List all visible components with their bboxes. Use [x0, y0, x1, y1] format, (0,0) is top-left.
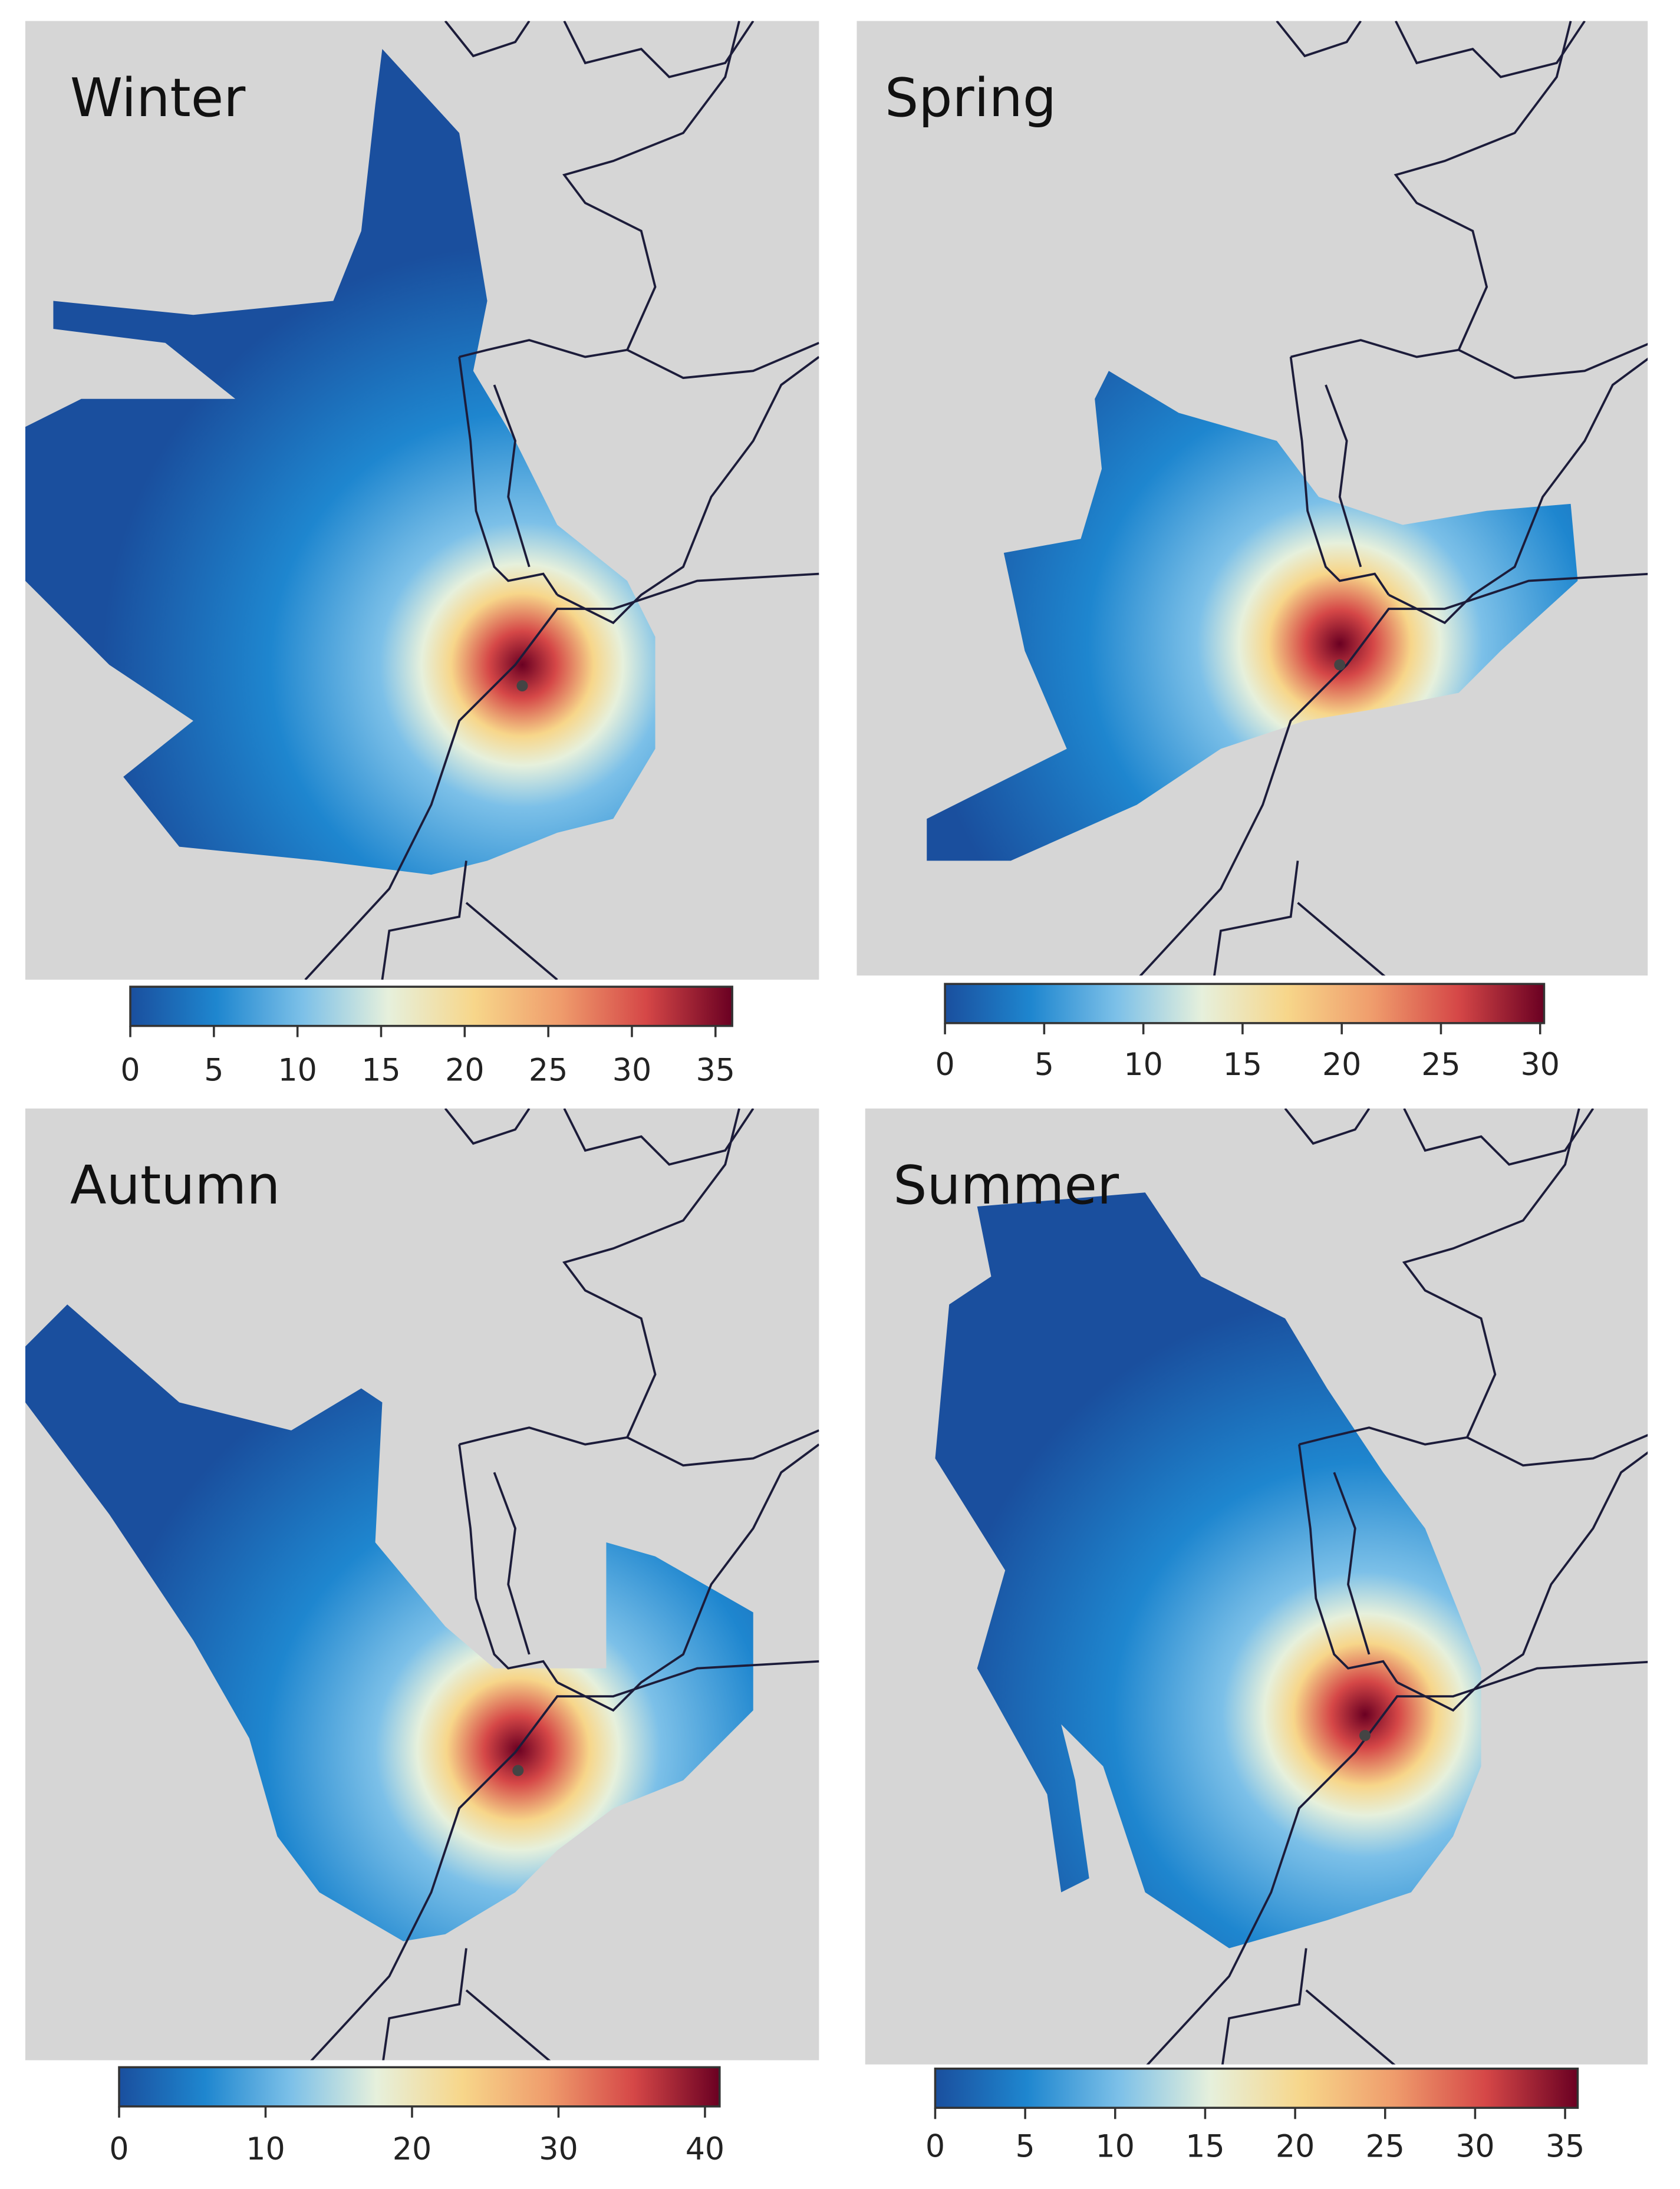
coastline — [1146, 1660, 1648, 2065]
coastline — [556, 1443, 819, 1712]
coastline — [562, 21, 740, 351]
station-dot — [512, 1765, 524, 1776]
coastline — [1139, 572, 1648, 976]
coastline — [1299, 1426, 1648, 1467]
map-content — [25, 21, 819, 980]
tick-label: 40 — [686, 2132, 724, 2167]
coastline — [1394, 21, 1572, 351]
coastline — [556, 356, 819, 625]
panel-title: Autumn — [70, 1155, 281, 1217]
coastline — [1333, 1472, 1371, 1655]
coastline — [1297, 902, 1386, 976]
coastline — [562, 1108, 740, 1438]
tick-label: 15 — [1223, 1047, 1262, 1083]
tick-label: 0 — [120, 1053, 140, 1088]
tick-label: 20 — [445, 1053, 484, 1088]
tick-label: 10 — [1096, 2129, 1135, 2164]
coastline — [1284, 1108, 1371, 1145]
coastline — [1388, 357, 1648, 625]
map-content — [935, 1108, 1648, 2065]
tick-label: 20 — [1322, 1047, 1361, 1083]
tick-label: 10 — [246, 2132, 285, 2167]
tick-label: 30 — [1455, 2129, 1494, 2164]
tick-label: 5 — [204, 1053, 223, 1088]
tick-label: 35 — [1546, 2129, 1585, 2164]
coastline — [1325, 384, 1362, 568]
density-field — [935, 1192, 1481, 1949]
colorbar — [934, 2067, 1579, 2109]
coastline — [381, 861, 467, 980]
tick-label: 15 — [1185, 2129, 1224, 2164]
coastline — [493, 384, 531, 568]
tick-label: 30 — [539, 2132, 578, 2167]
tick-label: 0 — [935, 1047, 954, 1083]
coastline — [1396, 1451, 1648, 1712]
density-field — [927, 371, 1578, 861]
coastline — [493, 1472, 531, 1655]
map-content — [25, 1108, 819, 2061]
panel-title: Summer — [893, 1155, 1119, 1217]
coastline — [1290, 339, 1648, 380]
coastline — [465, 902, 558, 980]
station-dot — [1334, 659, 1346, 671]
coastline — [1213, 861, 1299, 976]
tick-label: 5 — [1035, 1047, 1054, 1083]
coastline — [1402, 1108, 1580, 1438]
coastline — [459, 1426, 819, 1467]
coastline — [1305, 1989, 1396, 2065]
coastline — [563, 1108, 755, 1166]
panel-title: Spring — [885, 67, 1056, 129]
coastline — [1276, 21, 1362, 58]
map-content — [927, 21, 1648, 976]
tick-label: 30 — [1520, 1047, 1559, 1083]
coastline — [465, 1989, 551, 2061]
tick-label: 5 — [1016, 2129, 1035, 2164]
coastline — [458, 357, 558, 596]
tick-label: 15 — [361, 1053, 400, 1088]
coastline — [1395, 21, 1586, 78]
coastline — [1221, 1948, 1307, 2065]
coastline — [458, 1444, 558, 1683]
map-panel: Autumn — [25, 1108, 819, 2061]
colorbar — [129, 985, 733, 1027]
coastline — [1403, 1108, 1595, 1166]
tick-label: 20 — [1276, 2129, 1315, 2164]
coastline — [563, 21, 755, 78]
coastline — [310, 1660, 819, 2061]
coastline — [459, 339, 819, 380]
coastline — [1289, 357, 1390, 596]
tick-label: 0 — [109, 2132, 129, 2167]
coastline — [444, 21, 531, 58]
tick-label: 25 — [529, 1053, 568, 1088]
coastline — [1298, 1444, 1398, 1683]
tick-label: 20 — [393, 2132, 431, 2167]
panel-title: Winter — [70, 67, 246, 129]
tick-label: 10 — [1124, 1047, 1162, 1083]
density-field — [25, 49, 655, 875]
density-field — [25, 1304, 753, 1941]
coastline — [382, 1948, 467, 2061]
map-panel: Summer — [865, 1108, 1648, 2065]
tick-label: 10 — [278, 1053, 317, 1088]
colorbar — [118, 2066, 721, 2108]
tick-label: 30 — [612, 1053, 651, 1088]
tick-label: 25 — [1421, 1047, 1460, 1083]
map-panel: Spring — [857, 21, 1648, 976]
colorbar — [944, 983, 1546, 1024]
tick-label: 0 — [925, 2129, 945, 2164]
station-dot — [516, 680, 528, 692]
coastline — [444, 1108, 531, 1145]
coastline — [304, 572, 819, 980]
tick-label: 25 — [1366, 2129, 1405, 2164]
map-panel: Winter — [25, 21, 819, 980]
tick-label: 35 — [696, 1053, 735, 1088]
station-dot — [1359, 1730, 1371, 1742]
